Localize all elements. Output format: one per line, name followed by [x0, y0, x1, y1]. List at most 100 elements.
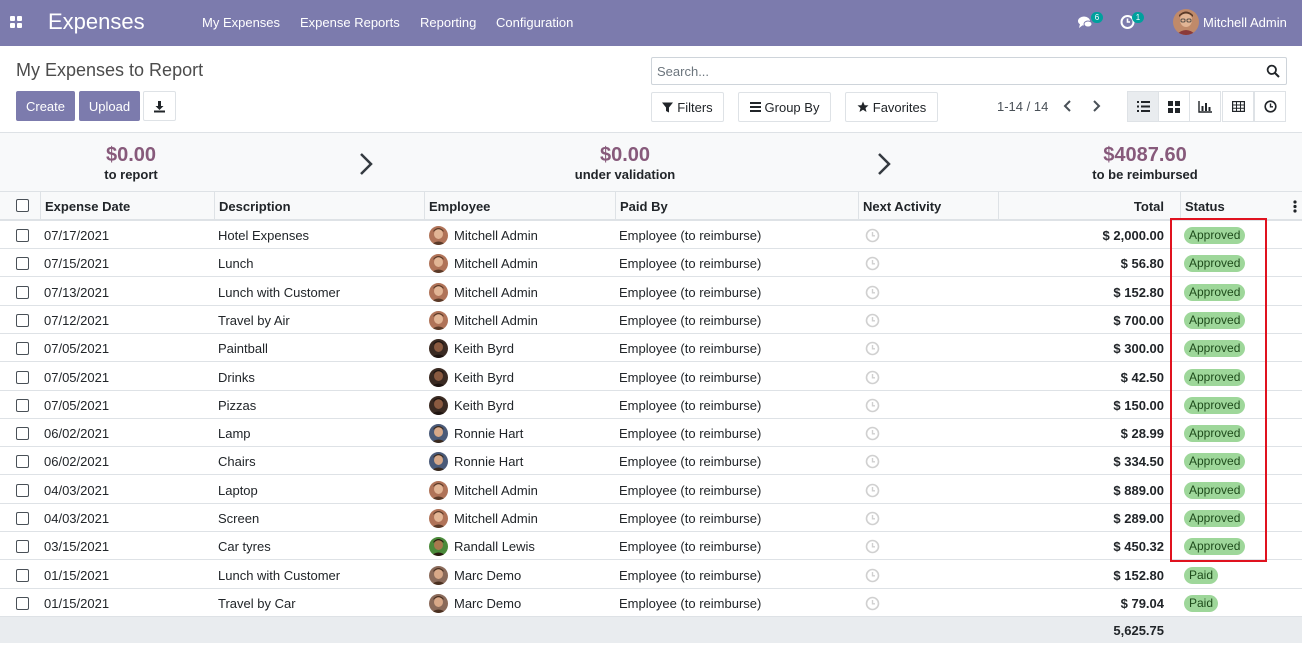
kanban-view-button[interactable] — [1158, 91, 1190, 122]
app-title[interactable]: Expenses — [48, 9, 145, 34]
pager-previous-icon[interactable] — [1060, 97, 1076, 115]
activity-clock-icon[interactable] — [865, 341, 880, 356]
user-avatar[interactable] — [1173, 9, 1199, 35]
total-amount: $ 152.80 — [1113, 284, 1164, 300]
table-row[interactable]: 04/03/2021 Screen Mitchell Admin Employee (… — [0, 504, 1302, 532]
status-badge: Approved — [1184, 340, 1246, 358]
activity-clock-icon[interactable] — [865, 568, 880, 583]
activity-clock-icon[interactable] — [865, 228, 880, 243]
summary-to-report[interactable]: $0.00 to report — [0, 143, 281, 182]
table-row[interactable]: 04/03/2021 Laptop Mitchell Admin Employee (… — [0, 476, 1302, 504]
activity-clock-icon[interactable] — [865, 256, 880, 271]
upload-button[interactable]: Upload — [79, 91, 140, 121]
column-header-expense-date[interactable]: Expense Date — [45, 199, 131, 214]
paid-by: Employee (to reimburse) — [619, 256, 762, 272]
menu-my-expenses[interactable]: My Expenses — [202, 15, 281, 30]
row-checkbox[interactable] — [16, 342, 29, 356]
activity-clock-icon[interactable] — [865, 426, 880, 441]
graph-view-button[interactable] — [1189, 91, 1221, 122]
activity-clock-icon[interactable] — [865, 398, 880, 413]
menu-configuration[interactable]: Configuration — [496, 15, 574, 30]
table-row[interactable]: 03/15/2021 Car tyres Randall Lewis Employee… — [0, 532, 1302, 561]
activity-clock-icon[interactable] — [865, 596, 880, 611]
pivot-view-button[interactable] — [1222, 91, 1254, 122]
bar-chart-icon — [1198, 100, 1212, 113]
menu-expense-reports[interactable]: Expense Reports — [300, 15, 400, 30]
table-row[interactable]: 01/15/2021 Travel by Car Marc Demo Employee… — [0, 589, 1302, 617]
row-checkbox[interactable] — [16, 483, 29, 497]
activity-clock-icon[interactable] — [865, 313, 880, 328]
row-checkbox[interactable] — [16, 285, 29, 299]
employee-avatar[interactable] — [429, 226, 448, 245]
activity-view-button[interactable] — [1254, 91, 1286, 122]
column-header-employee[interactable]: Employee — [429, 199, 491, 214]
select-all-checkbox[interactable] — [16, 199, 29, 212]
row-checkbox[interactable] — [16, 512, 29, 525]
row-checkbox[interactable] — [16, 398, 29, 412]
employee-avatar[interactable] — [429, 537, 448, 557]
employee-avatar[interactable] — [429, 565, 448, 585]
table-row[interactable]: 06/02/2021 Lamp Ronnie Hart Employee (to re… — [0, 419, 1302, 448]
summary-label: to report — [104, 167, 158, 182]
search-icon[interactable] — [1266, 64, 1280, 78]
row-checkbox[interactable] — [16, 568, 29, 582]
employee-avatar[interactable] — [429, 395, 448, 415]
summary-under-validation[interactable]: $0.00 under validation — [475, 143, 775, 182]
row-checkbox[interactable] — [16, 257, 29, 271]
table-row[interactable]: 07/05/2021 Drinks Keith Byrd Employee (to r… — [0, 363, 1302, 391]
table-row[interactable]: 06/02/2021 Chairs Ronnie Hart Employee (to … — [0, 447, 1302, 476]
paid-by: Employee (to reimburse) — [619, 341, 762, 357]
group-by-button[interactable]: Group By — [738, 92, 831, 122]
employee-avatar[interactable] — [429, 480, 448, 500]
row-checkbox[interactable] — [16, 455, 29, 469]
activity-clock-icon[interactable] — [865, 454, 880, 469]
row-checkbox[interactable] — [16, 229, 29, 242]
activity-clock-icon[interactable] — [865, 285, 880, 300]
row-checkbox[interactable] — [16, 540, 29, 554]
create-button[interactable]: Create — [16, 91, 75, 121]
employee-avatar[interactable] — [429, 509, 448, 528]
activity-clock-icon[interactable] — [865, 539, 880, 554]
table-row[interactable]: 01/15/2021 Lunch with Customer Marc Demo Em… — [0, 561, 1302, 589]
row-checkbox[interactable] — [16, 313, 29, 327]
list-view-button[interactable] — [1127, 91, 1159, 122]
messages-icon[interactable] — [1077, 14, 1093, 30]
table-row[interactable]: 07/05/2021 Paintball Keith Byrd Employee (t… — [0, 334, 1302, 363]
employee-avatar[interactable] — [429, 254, 448, 274]
column-header-status[interactable]: Status — [1185, 199, 1225, 214]
pager-next-icon[interactable] — [1088, 97, 1104, 115]
download-button[interactable] — [143, 91, 176, 121]
table-row[interactable]: 07/05/2021 Pizzas Keith Byrd Employee (to r… — [0, 391, 1302, 419]
employee-avatar[interactable] — [429, 367, 448, 387]
table-row[interactable]: 07/15/2021 Lunch Mitchell Admin Employee (t… — [0, 249, 1302, 278]
user-name[interactable]: Mitchell Admin — [1203, 15, 1287, 30]
activity-clock-icon[interactable] — [865, 483, 880, 498]
column-header-next-activity[interactable]: Next Activity — [863, 199, 942, 214]
column-header-description[interactable]: Description — [219, 199, 291, 214]
table-row[interactable]: 07/13/2021 Lunch with Customer Mitchell Ad… — [0, 278, 1302, 306]
employee-avatar[interactable] — [429, 282, 448, 302]
column-header-paid-by[interactable]: Paid By — [620, 199, 668, 214]
favorites-button[interactable]: Favorites — [845, 92, 938, 122]
pager-value[interactable]: 1-14 / 14 — [997, 99, 1049, 114]
optional-columns-icon[interactable] — [1293, 200, 1297, 213]
search-input[interactable] — [657, 62, 1247, 80]
row-checkbox[interactable] — [16, 370, 29, 384]
employee-avatar[interactable] — [429, 339, 448, 359]
filters-button[interactable]: Filters — [651, 92, 724, 122]
activity-clock-icon[interactable] — [865, 370, 880, 385]
table-row[interactable]: 07/17/2021 Hotel Expenses Mitchell Admin Em… — [0, 221, 1302, 249]
employee-avatar[interactable] — [429, 452, 448, 472]
paid-by: Employee (to reimburse) — [619, 454, 762, 470]
activity-clock-icon[interactable] — [865, 511, 880, 526]
employee-avatar[interactable] — [429, 310, 448, 330]
row-checkbox[interactable] — [16, 596, 29, 610]
apps-menu-icon[interactable] — [10, 16, 22, 28]
employee-avatar[interactable] — [429, 424, 448, 444]
row-checkbox[interactable] — [16, 427, 29, 441]
column-header-total[interactable]: Total — [1133, 199, 1164, 214]
summary-to-be-reimbursed[interactable]: $4087.60 to be reimbursed — [995, 143, 1295, 182]
employee-avatar[interactable] — [429, 593, 448, 613]
table-row[interactable]: 07/12/2021 Travel by Air Mitchell Admin Emp… — [0, 306, 1302, 334]
menu-reporting[interactable]: Reporting — [420, 15, 477, 30]
